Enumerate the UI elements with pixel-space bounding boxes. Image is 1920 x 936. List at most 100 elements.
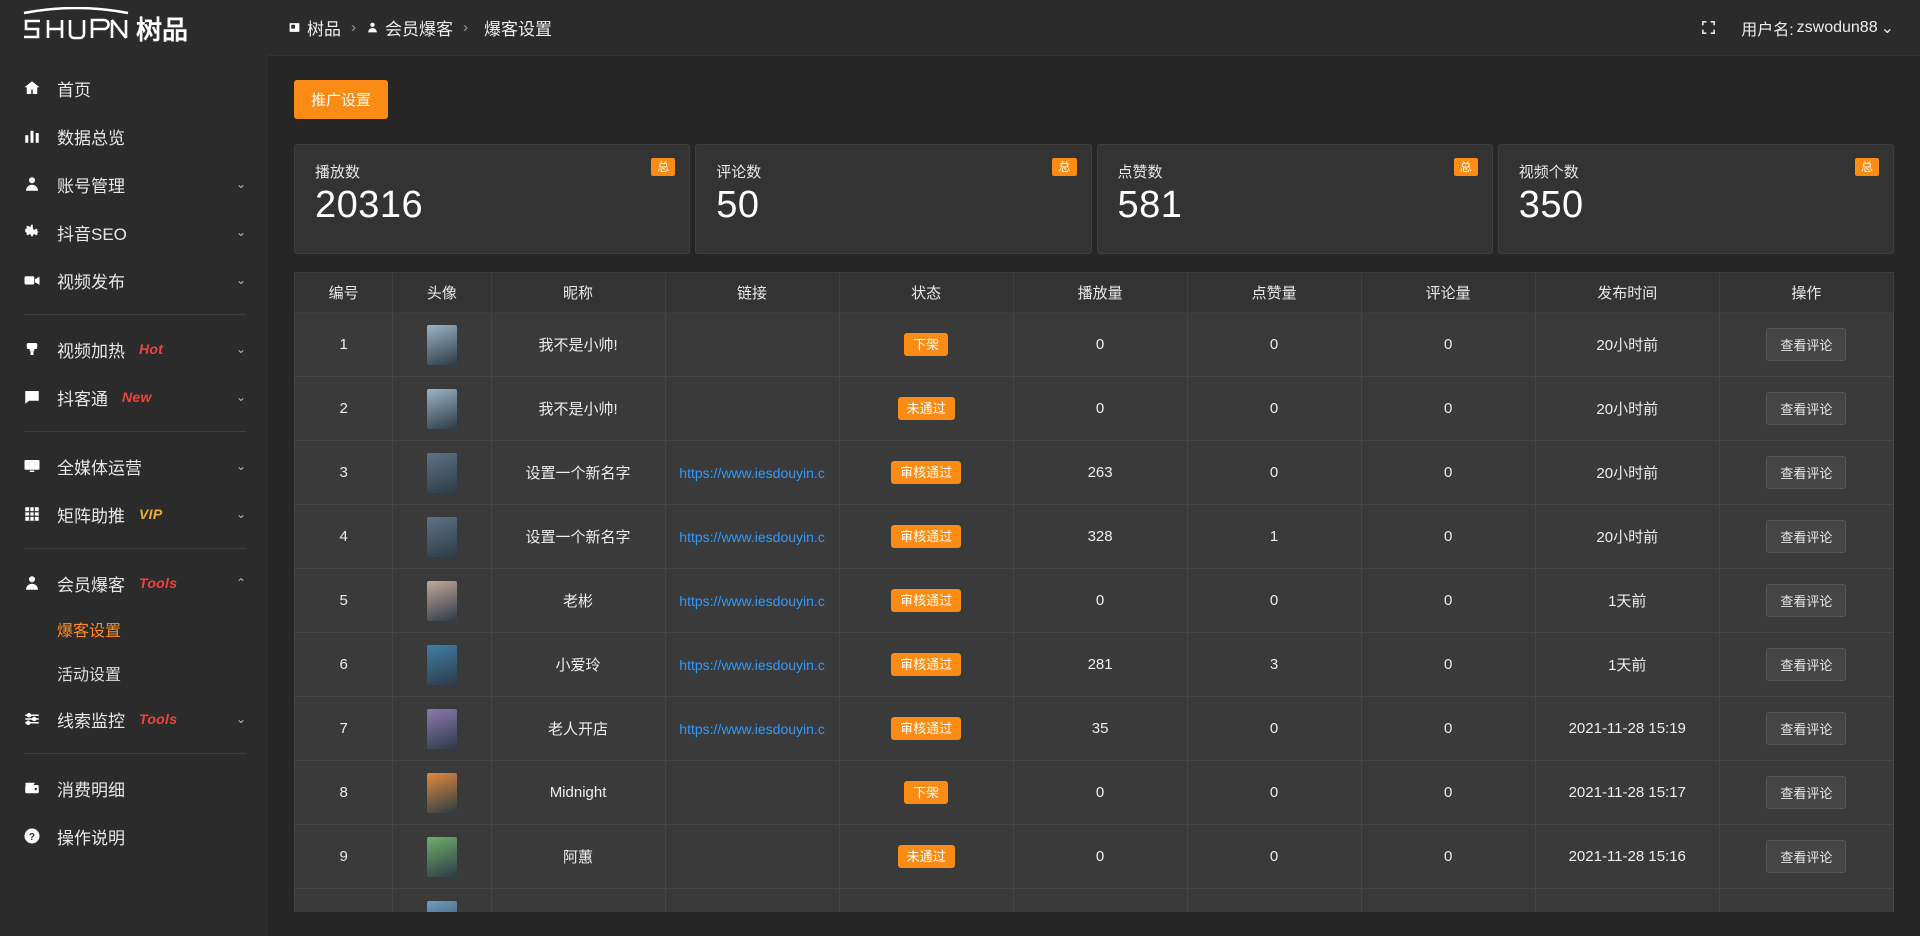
cell-status[interactable]: 下架	[838, 312, 1014, 377]
view-comments-button[interactable]: 查看评论	[1766, 392, 1847, 425]
sidebar-item-home[interactable]: 首页	[0, 64, 268, 112]
table-header-row: 编号 头像 昵称 链接 状态 播放量 点赞量 评论量 发布时间 操作	[294, 272, 1894, 313]
cell-avatar	[392, 440, 492, 505]
video-table-wrapper: 编号 头像 昵称 链接 状态 播放量 点赞量 评论量 发布时间 操作 1 我不是小	[294, 272, 1894, 912]
avatar	[426, 900, 457, 912]
avatar	[426, 324, 457, 365]
status-badge[interactable]: 审核通过	[891, 524, 962, 549]
status-badge[interactable]: 审核通过	[891, 460, 962, 485]
stat-card-comments: 评论数 50 总	[695, 144, 1092, 254]
cell-status[interactable]: 下架	[838, 760, 1014, 825]
stat-badge: 总	[1854, 158, 1879, 177]
stat-badge: 总	[651, 158, 676, 177]
view-comments-button[interactable]: 查看评论	[1766, 584, 1847, 617]
breadcrumb-label: 树品	[307, 20, 341, 39]
fullscreen-icon[interactable]	[1700, 19, 1717, 36]
avatar	[426, 388, 457, 429]
user-menu[interactable]: 用户名: zswodun88 ⌄	[1741, 16, 1894, 40]
brand-logo[interactable]: 树品	[0, 0, 268, 56]
sidebar-item-douyin-seo[interactable]: 抖音SEO ⌄	[0, 208, 268, 256]
sidebar-item-label: 数据总览	[57, 128, 125, 148]
sidebar-item-label: 线索监控	[57, 711, 125, 731]
cell-status[interactable]: 审核通过	[838, 440, 1014, 505]
cell-status[interactable]: 审核通过	[838, 696, 1014, 761]
sidebar-item-matrix-boost[interactable]: 矩阵助推 VIP ⌄	[0, 490, 268, 538]
sidebar-subitem-baoke-settings[interactable]: 爆客设置	[0, 607, 268, 651]
table-row: 7 老人开店 https://www.iesdouyin.c 审核通过 35 0 0 2021…	[294, 696, 1894, 761]
cell-publish-time	[1534, 888, 1720, 912]
cell-publish-time: 20小时前	[1534, 312, 1720, 377]
video-link[interactable]: https://www.iesdouyin.c	[679, 656, 825, 673]
chart-icon	[20, 126, 44, 146]
status-badge[interactable]: 未通过	[897, 396, 955, 421]
sidebar-item-label: 视频加热	[57, 341, 125, 361]
view-comments-button[interactable]: 查看评论	[1766, 456, 1847, 489]
cell-link[interactable]: https://www.iesdouyin.c	[664, 504, 840, 569]
sidebar-item-video-publish[interactable]: 视频发布 ⌄	[0, 256, 268, 304]
cell-link[interactable]: https://www.iesdouyin.c	[664, 696, 840, 761]
cell-comments: 0	[1360, 312, 1536, 377]
breadcrumb-separator: ›	[351, 19, 356, 36]
sidebar-item-label: 消费明细	[57, 780, 125, 800]
status-badge[interactable]: 审核通过	[891, 716, 962, 741]
video-link[interactable]: https://www.iesdouyin.c	[679, 464, 825, 481]
breadcrumb-item-root[interactable]: 树品	[288, 15, 341, 40]
chevron-down-icon: ⌄	[235, 507, 246, 521]
status-badge[interactable]: 未通过	[897, 844, 955, 869]
cell-link	[664, 312, 840, 377]
video-link[interactable]: https://www.iesdouyin.c	[679, 720, 825, 737]
view-comments-button[interactable]: 查看评论	[1766, 520, 1847, 553]
svg-text:?: ?	[29, 832, 35, 843]
view-comments-button[interactable]: 查看评论	[1766, 328, 1847, 361]
cell-status[interactable]: 未通过	[838, 824, 1014, 889]
sidebar-item-member-baoke[interactable]: 会员爆客 Tools ⌃	[0, 559, 268, 607]
cell-status[interactable]: 未通过	[838, 376, 1014, 441]
video-link[interactable]: https://www.iesdouyin.c	[679, 528, 825, 545]
cell-status[interactable]: 审核通过	[838, 504, 1014, 569]
rocket-icon	[20, 339, 44, 359]
sidebar-item-label: 视频发布	[57, 272, 125, 292]
sidebar-item-account-mgmt[interactable]: 账号管理 ⌄	[0, 160, 268, 208]
sidebar-item-instructions[interactable]: ? 操作说明	[0, 812, 268, 860]
cell-nickname: 设置一个新名字	[490, 504, 666, 569]
stat-badge: 总	[1453, 158, 1478, 177]
cell-link[interactable]: https://www.iesdouyin.c	[664, 632, 840, 697]
chevron-down-icon: ⌄	[235, 459, 246, 473]
column-header-id: 编号	[294, 272, 394, 313]
sidebar-item-douketong[interactable]: 抖客通 New ⌄	[0, 373, 268, 421]
video-link[interactable]: https://www.iesdouyin.c	[679, 592, 825, 609]
breadcrumb-item-member-baoke[interactable]: 会员爆客	[366, 15, 453, 40]
cell-action	[1718, 888, 1894, 912]
user-name: zswodun88	[1796, 18, 1878, 36]
cell-link	[664, 376, 840, 441]
sidebar-item-lead-monitor[interactable]: 线索监控 Tools ⌄	[0, 695, 268, 743]
status-badge[interactable]: 下架	[904, 332, 949, 357]
cell-plays: 0	[1012, 312, 1188, 377]
cell-link[interactable]: https://www.iesdouyin.c	[664, 440, 840, 505]
promote-settings-button[interactable]: 推广设置	[294, 80, 389, 119]
view-comments-button[interactable]: 查看评论	[1766, 648, 1847, 681]
sidebar-subitem-activity-settings[interactable]: 活动设置	[0, 651, 268, 695]
sidebar-subitem-label: 活动设置	[57, 667, 122, 684]
sidebar-item-video-boost[interactable]: 视频加热 Hot ⌄	[0, 325, 268, 373]
column-header-nickname: 昵称	[490, 272, 666, 313]
stat-badge: 总	[1052, 158, 1077, 177]
view-comments-button[interactable]: 查看评论	[1766, 840, 1847, 873]
sidebar-item-data-overview[interactable]: 数据总览	[0, 112, 268, 160]
view-comments-button[interactable]: 查看评论	[1766, 712, 1847, 745]
gear-icon	[20, 222, 44, 242]
status-badge[interactable]: 审核通过	[891, 652, 962, 677]
cell-action: 查看评论	[1718, 760, 1894, 825]
table-head: 编号 头像 昵称 链接 状态 播放量 点赞量 评论量 发布时间 操作	[294, 272, 1894, 313]
status-badge[interactable]: 下架	[904, 780, 949, 805]
cell-link[interactable]: https://www.iesdouyin.c	[664, 568, 840, 633]
view-comments-button[interactable]: 查看评论	[1766, 776, 1847, 809]
stat-value: 581	[1117, 184, 1183, 226]
sidebar-item-consumption-detail[interactable]: 消费明细	[0, 764, 268, 812]
cell-status[interactable]: 审核通过	[838, 568, 1014, 633]
avatar	[426, 772, 457, 813]
status-badge[interactable]: 审核通过	[891, 588, 962, 613]
cell-status[interactable]: 审核通过	[838, 632, 1014, 697]
sidebar-item-omnimedia[interactable]: 全媒体运营 ⌄	[0, 442, 268, 490]
stat-title: 评论数	[716, 164, 762, 181]
